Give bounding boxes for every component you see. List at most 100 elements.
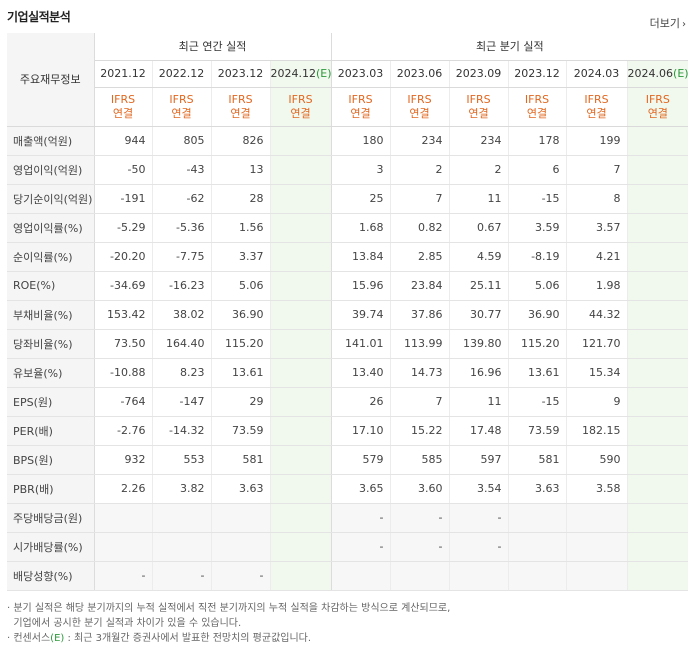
table-cell: -: [94, 561, 152, 591]
period-label: 2023.03: [337, 67, 384, 80]
table-cell: [151, 532, 211, 562]
table-cell: [269, 271, 332, 301]
consolidated-label: 연결: [409, 106, 430, 120]
row-label: BPS(원): [7, 445, 95, 475]
consolidated-label: 연결: [586, 106, 607, 120]
table-cell: 30.77: [448, 300, 509, 330]
table-cell: [269, 155, 332, 185]
table-cell: [626, 184, 689, 214]
ifrs-label: IFRS: [584, 92, 609, 106]
table-cell: [94, 503, 152, 533]
table-row: BPS(원) 932 553 581 579 585 597 581 590: [7, 445, 689, 475]
period-label: 2021.12: [100, 67, 146, 80]
table-cell: [389, 561, 450, 591]
table-row: 유보율(%) -10.88 8.23 13.61 13.40 14.73 16.96 13.6…: [7, 358, 689, 388]
table-row: 당기순이익(억원) -191 -62 28 25 7 11 -15 8: [7, 184, 689, 214]
table-cell: -764: [94, 387, 152, 417]
table-cell: 1.68: [331, 213, 391, 243]
group-quarter-header: 최근 분기 실적: [331, 33, 689, 61]
table-cell: 180: [331, 126, 391, 156]
consolidated-label: 연결: [350, 106, 371, 120]
table-cell: 36.90: [210, 300, 270, 330]
table-cell: [626, 271, 689, 301]
table-cell: 13.40: [331, 358, 391, 388]
table-cell: [626, 503, 689, 533]
table-cell: [626, 358, 689, 388]
table-cell: 25: [331, 184, 391, 214]
ifrs-label: IFRS: [110, 92, 136, 106]
table-cell: -20.20: [94, 242, 152, 272]
table-cell: 13.61: [507, 358, 567, 388]
table-cell: 121.70: [565, 329, 628, 359]
group-annual-header: 최근 연간 실적: [94, 33, 332, 61]
table-cell: 164.40: [151, 329, 211, 359]
table-cell: 15.22: [389, 416, 450, 446]
table-cell: 15.96: [331, 271, 391, 301]
table-cell: 3.82: [151, 474, 211, 504]
table-cell: [269, 184, 332, 214]
table-row: 영업이익(억원) -50 -43 13 3 2 2 6 7: [7, 155, 689, 185]
table-cell: 7: [389, 184, 450, 214]
table-cell: [269, 329, 332, 359]
table-cell: -: [389, 532, 450, 562]
period-header: 2023.12: [210, 60, 270, 88]
row-label: 주당배당금(원): [7, 503, 95, 533]
table-row: 주당배당금(원) - - -: [7, 503, 689, 533]
table-row: PBR(배) 2.26 3.82 3.63 3.65 3.60 3.54 3.63 3.58: [7, 474, 689, 504]
table-cell: [626, 387, 689, 417]
table-cell: [507, 561, 567, 591]
table-row: ROE(%) -34.69 -16.23 5.06 15.96 23.84 25.11 5.0…: [7, 271, 689, 301]
period-header: 2023.06: [389, 60, 450, 88]
table-cell: 944: [94, 126, 152, 156]
table-cell: [626, 126, 689, 156]
table-cell: -8.19: [507, 242, 567, 272]
table-cell: [331, 561, 391, 591]
period-label: 2022.12: [158, 67, 205, 80]
table-cell: 153.42: [94, 300, 152, 330]
row-label: 영업이익(억원): [7, 155, 95, 185]
financial-table: 주요재무정보 최근 연간 실적 최근 분기 실적 2021.12 2022.12 2…: [7, 33, 689, 591]
table-cell: -34.69: [94, 271, 152, 301]
section-title: 기업실적분석: [7, 10, 71, 24]
table-cell: -62: [151, 184, 211, 214]
consolidated-label: 연결: [112, 106, 134, 120]
footnote-1: · 분기 실적은 해당 분기까지의 누적 실적에서 직전 분기까지의 누적 실적…: [7, 603, 451, 614]
table-cell: [94, 532, 152, 562]
table-cell: 37.86: [389, 300, 450, 330]
table-cell: 139.80: [448, 329, 509, 359]
table-cell: 3.65: [331, 474, 391, 504]
table-cell: [269, 503, 332, 533]
table-cell: [626, 300, 689, 330]
table-cell: [626, 329, 689, 359]
table-cell: [269, 387, 332, 417]
table-cell: [507, 532, 567, 562]
estimate-mark: (E): [50, 633, 65, 644]
table-cell: 23.84: [389, 271, 450, 301]
table-cell: 581: [210, 445, 270, 475]
table-cell: 597: [448, 445, 509, 475]
chevron-right-icon: ›: [682, 19, 686, 30]
ifrs-header: IFRS 연결: [151, 87, 211, 127]
table-cell: 5.06: [507, 271, 567, 301]
table-cell: -7.75: [151, 242, 211, 272]
ifrs-label: IFRS: [407, 92, 432, 106]
footnote-3-prefix: · 컨센서스: [7, 633, 51, 644]
table-cell: 11: [448, 387, 509, 417]
table-cell: -43: [151, 155, 211, 185]
table-cell: 14.73: [389, 358, 450, 388]
consolidated-label: 연결: [230, 106, 251, 120]
row-label: EPS(원): [7, 387, 95, 417]
row-label: 매출액(억원): [7, 126, 95, 156]
row-label: 당좌비율(%): [7, 329, 95, 359]
table-cell: 115.20: [210, 329, 270, 359]
table-cell: 3.58: [565, 474, 628, 504]
footnote-2: 기업에서 공시한 분기 실적과 차이가 있을 수 있습니다.: [7, 618, 242, 629]
more-link[interactable]: 더보기 ›: [650, 15, 686, 31]
table-cell: 44.32: [565, 300, 628, 330]
table-cell: [565, 561, 628, 591]
table-row: 당좌비율(%) 73.50 164.40 115.20 141.01 113.99 139.…: [7, 329, 689, 359]
table-cell: [626, 561, 689, 591]
table-cell: [507, 503, 567, 533]
table-cell: [269, 532, 332, 562]
table-row: PER(배) -2.76 -14.32 73.59 17.10 15.22 17.48 73.…: [7, 416, 689, 446]
